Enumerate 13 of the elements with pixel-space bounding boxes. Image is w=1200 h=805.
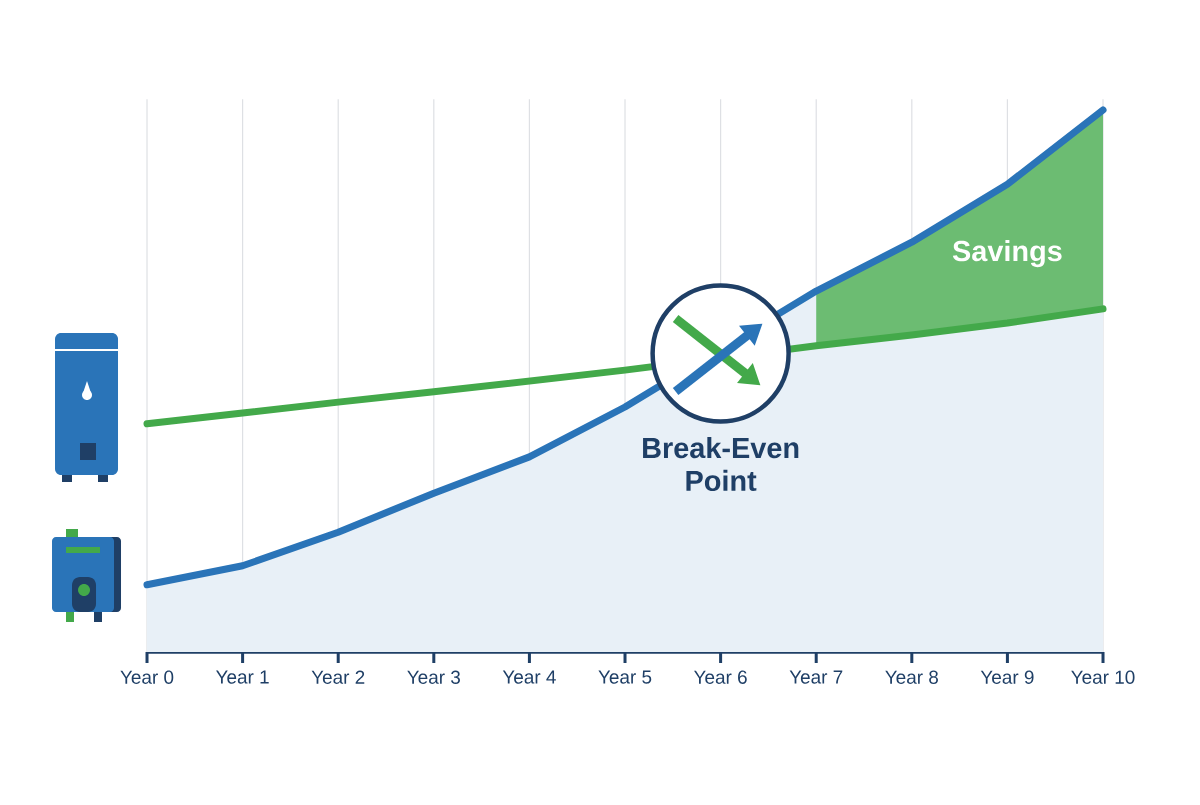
x-tick-label: Year 7 — [789, 670, 843, 684]
x-tick-label: Year 1 — [216, 670, 269, 684]
x-tick-label: Year 3 — [407, 670, 460, 684]
x-tick-label: Year 10 — [1071, 670, 1135, 684]
x-tick-label: Year 9 — [980, 670, 1034, 684]
annotation: Break-Even Point — [643, 436, 799, 492]
x-tick-label: Year 6 — [694, 670, 747, 684]
x-tick-label: Year 2 — [311, 670, 365, 684]
x-tick-label: Year 0 — [120, 670, 174, 684]
x-tick-label: Year 4 — [502, 670, 556, 684]
annotation: Savings — [952, 240, 1062, 268]
x-tick-label: Year 5 — [598, 670, 652, 684]
x-tick-label: Year 8 — [885, 670, 938, 684]
